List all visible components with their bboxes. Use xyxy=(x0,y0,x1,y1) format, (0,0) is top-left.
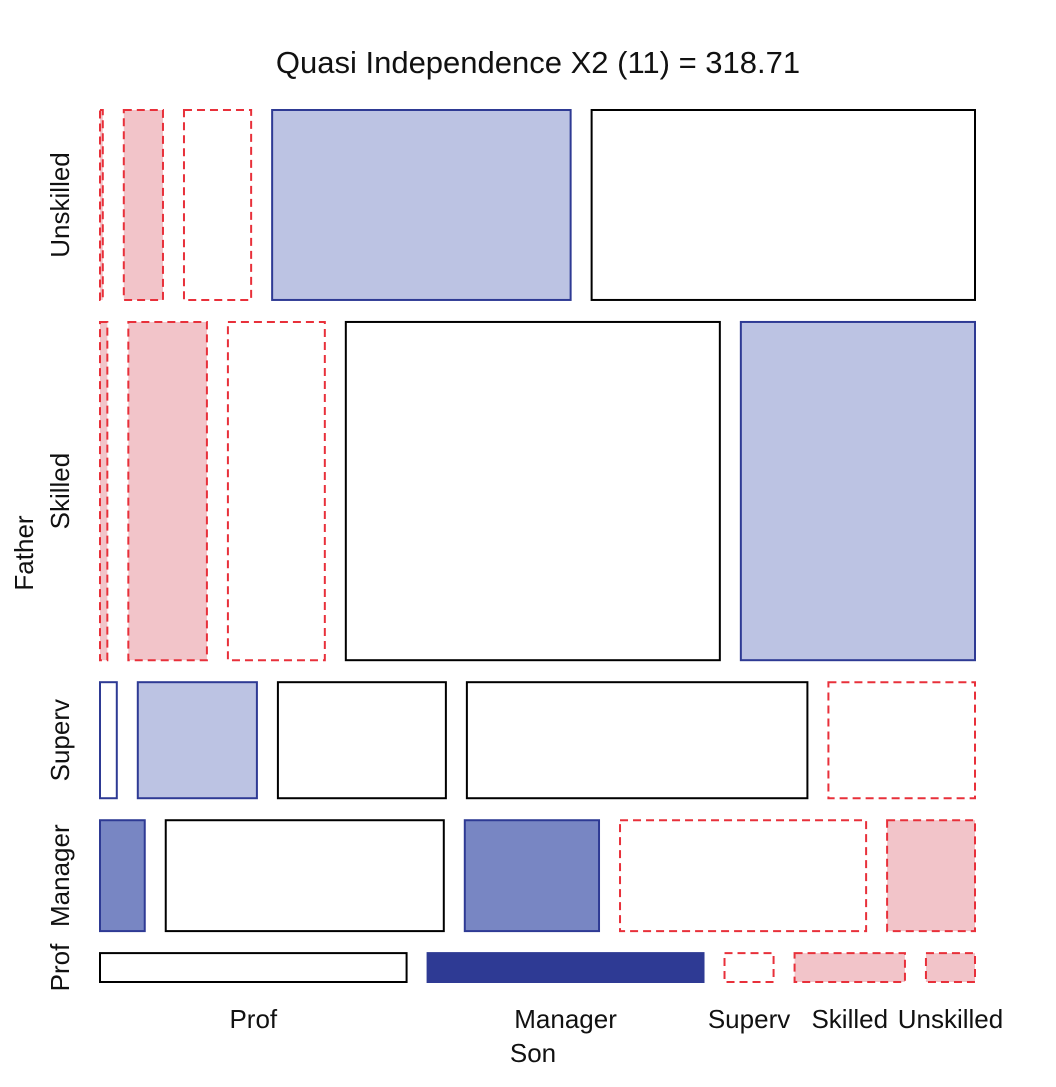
row-label: Unskilled xyxy=(45,152,75,258)
mosaic-tile xyxy=(226,320,326,662)
mosaic-tile xyxy=(344,320,721,662)
x-tick-label: Prof xyxy=(229,1004,277,1034)
x-tick-label: Unskilled xyxy=(898,1004,1004,1034)
row-label: Superv xyxy=(45,699,75,781)
mosaic-tile xyxy=(99,681,118,800)
x-tick-label: Skilled xyxy=(811,1004,888,1034)
x-tick-label: Manager xyxy=(514,1004,617,1034)
mosaic-tile xyxy=(127,320,208,662)
mosaic-tile xyxy=(99,952,408,984)
mosaic-tile xyxy=(793,952,906,984)
x-axis-label: Son xyxy=(510,1038,556,1068)
mosaic-tile xyxy=(465,681,809,800)
mosaic-tile xyxy=(276,681,447,800)
mosaic-tile xyxy=(886,819,976,933)
mosaic-tile xyxy=(463,819,601,933)
mosaic-tile xyxy=(99,819,146,933)
mosaic-tile xyxy=(426,952,705,984)
mosaic-tile xyxy=(99,320,109,662)
mosaic-tile xyxy=(924,952,977,984)
x-tick-label: Superv xyxy=(708,1004,790,1034)
mosaic-tile xyxy=(164,819,445,933)
row-label: Manager xyxy=(45,824,75,927)
chart-title: Quasi Independence X2 (11) = 318.71 xyxy=(276,45,800,80)
mosaic-tile xyxy=(182,109,253,301)
mosaic-tile xyxy=(271,109,572,301)
mosaic-tile xyxy=(136,681,258,800)
mosaic-tile xyxy=(590,109,976,301)
mosaic-tile xyxy=(739,320,976,662)
row-label: Skilled xyxy=(45,453,75,530)
mosaic-tile xyxy=(619,819,868,933)
mosaic-tile xyxy=(827,681,976,800)
mosaic-tile xyxy=(122,109,164,301)
mosaic-tile xyxy=(723,952,775,984)
mosaic-tile xyxy=(99,109,104,301)
y-axis-label: Father xyxy=(9,515,39,590)
row-label: Prof xyxy=(45,943,75,991)
